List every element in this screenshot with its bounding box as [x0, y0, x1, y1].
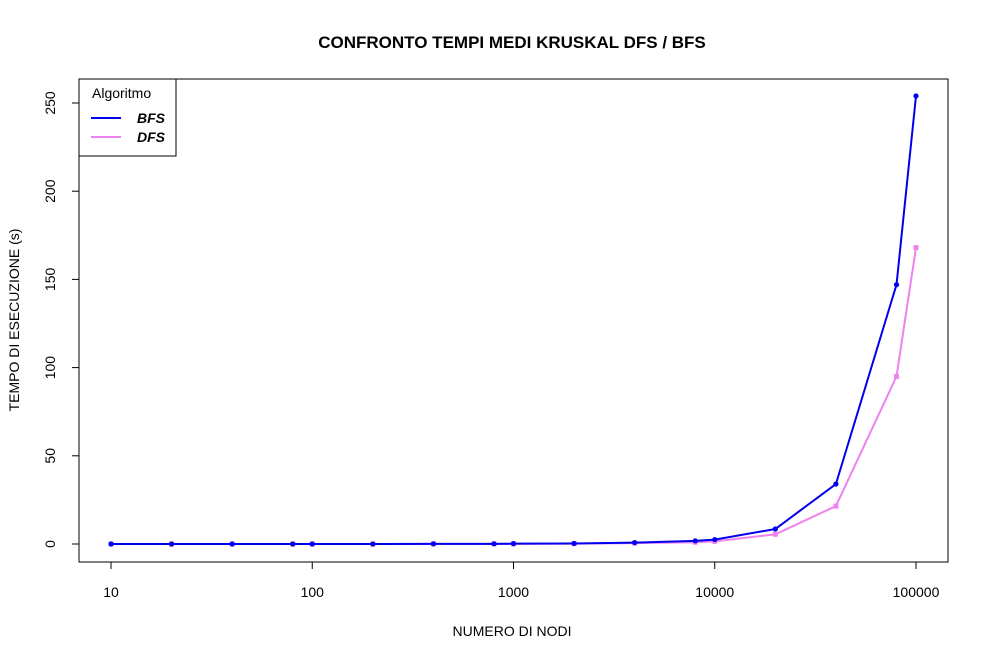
y-tick-label: 100: [42, 356, 58, 380]
legend-label: BFS: [137, 110, 166, 126]
series-line: [111, 95, 917, 545]
data-point: [168, 541, 175, 547]
x-tick-label: 10000: [695, 584, 734, 600]
data-point: [913, 245, 919, 251]
x-axis: 10 100 1000 10000 100000: [103, 561, 940, 600]
data-point: [510, 541, 517, 547]
data-point: [893, 373, 899, 379]
y-tick-label: 250: [42, 91, 58, 115]
legend-label: DFS: [137, 129, 166, 145]
data-point: [772, 526, 778, 532]
series-dfs: [108, 245, 919, 547]
plot-area: [78, 78, 949, 563]
x-tick-label: 1000: [498, 584, 529, 600]
data-point: [632, 539, 638, 546]
data-point: [430, 541, 437, 547]
data-point: [712, 536, 718, 543]
data-point: [772, 531, 778, 537]
chart-title: CONFRONTO TEMPI MEDI KRUSKAL DFS / BFS: [318, 33, 706, 52]
x-tick-label: 10: [103, 584, 119, 600]
series-bfs: [108, 93, 919, 547]
data-point: [692, 538, 698, 544]
y-tick-label: 200: [42, 179, 58, 203]
y-axis-label: TEMPO DI ESECUZIONE (s): [6, 229, 22, 412]
legend-entries: BFS DFS: [91, 110, 166, 145]
legend-title: Algoritmo: [92, 85, 151, 101]
series-layer: [108, 93, 919, 547]
data-point: [309, 541, 315, 547]
x-tick-label: 100000: [893, 584, 940, 600]
y-tick-label: 150: [42, 268, 58, 292]
data-point: [913, 93, 919, 99]
x-axis-label: NUMERO DI NODI: [453, 623, 572, 639]
legend: Algoritmo BFS DFS: [78, 78, 177, 157]
series-line: [111, 247, 917, 545]
data-point: [229, 541, 235, 547]
data-point: [571, 540, 577, 547]
data-point: [833, 503, 839, 509]
data-point: [893, 282, 900, 288]
x-tick-label: 100: [301, 584, 325, 600]
data-point: [370, 541, 376, 547]
y-tick-label: 0: [42, 540, 58, 548]
y-axis: 0 50 100 150 200 250: [42, 91, 80, 548]
data-point: [491, 541, 497, 547]
data-point: [290, 541, 296, 547]
data-point: [108, 541, 114, 547]
data-point: [833, 481, 839, 487]
y-tick-label: 50: [42, 448, 58, 464]
